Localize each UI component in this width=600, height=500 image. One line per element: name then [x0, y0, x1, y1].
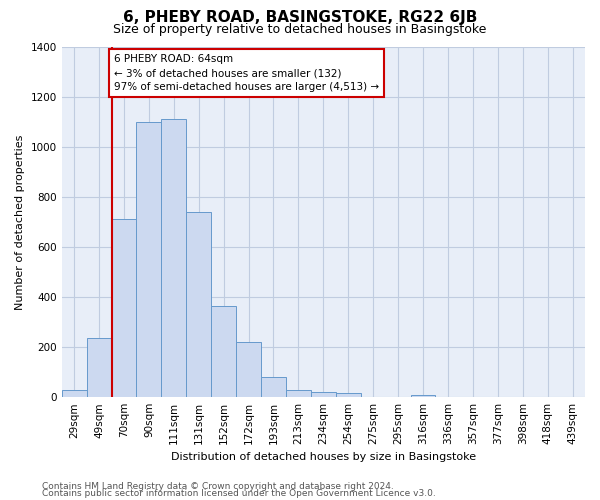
Text: 6, PHEBY ROAD, BASINGSTOKE, RG22 6JB: 6, PHEBY ROAD, BASINGSTOKE, RG22 6JB — [123, 10, 477, 25]
Bar — [86, 338, 112, 397]
Text: Contains public sector information licensed under the Open Government Licence v3: Contains public sector information licen… — [42, 490, 436, 498]
Bar — [112, 220, 136, 397]
Bar — [236, 342, 261, 397]
Bar — [186, 212, 211, 397]
Y-axis label: Number of detached properties: Number of detached properties — [15, 134, 25, 310]
X-axis label: Distribution of detached houses by size in Basingstoke: Distribution of detached houses by size … — [171, 452, 476, 462]
Bar — [261, 377, 286, 397]
Text: Size of property relative to detached houses in Basingstoke: Size of property relative to detached ho… — [113, 22, 487, 36]
Bar — [161, 119, 186, 397]
Bar — [410, 394, 436, 397]
Bar — [136, 122, 161, 397]
Text: Contains HM Land Registry data © Crown copyright and database right 2024.: Contains HM Land Registry data © Crown c… — [42, 482, 394, 491]
Bar — [311, 392, 336, 397]
Text: 6 PHEBY ROAD: 64sqm
← 3% of detached houses are smaller (132)
97% of semi-detach: 6 PHEBY ROAD: 64sqm ← 3% of detached hou… — [114, 54, 379, 92]
Bar — [336, 392, 361, 397]
Bar — [286, 390, 311, 397]
Bar — [211, 306, 236, 397]
Bar — [62, 390, 86, 397]
